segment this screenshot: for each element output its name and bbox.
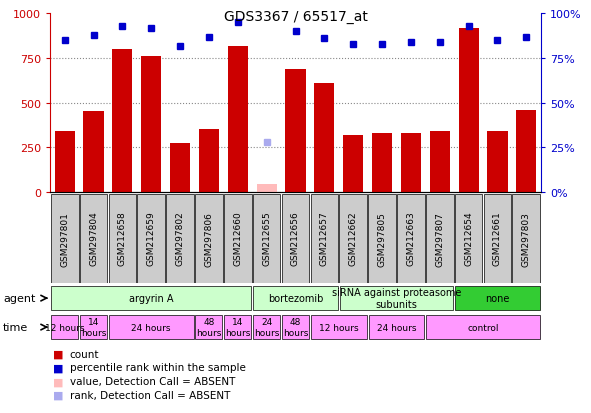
Text: 24 hours: 24 hours (131, 323, 171, 332)
Bar (112, 50, 132, 192)
Bar (224, 194, 252, 283)
Bar (488, 132, 508, 192)
Text: GSM212661: GSM212661 (493, 211, 502, 266)
Bar (195, 194, 223, 283)
Text: value, Detection Call = ABSENT: value, Detection Call = ABSENT (70, 376, 235, 386)
Bar (459, 28, 479, 192)
Bar (137, 194, 165, 283)
Text: GSM212656: GSM212656 (291, 211, 300, 266)
Bar (430, 132, 450, 192)
Text: GSM297804: GSM297804 (89, 211, 98, 266)
Text: GSM212655: GSM212655 (262, 211, 271, 266)
Bar (51, 286, 251, 311)
Text: GSM297805: GSM297805 (378, 211, 387, 266)
Bar (343, 135, 363, 192)
Bar (196, 315, 222, 339)
Text: rank, Detection Call = ABSENT: rank, Detection Call = ABSENT (70, 390, 230, 400)
Text: GSM297803: GSM297803 (522, 211, 531, 266)
Bar (253, 286, 338, 311)
Text: GSM212663: GSM212663 (407, 211, 415, 266)
Text: 14
hours: 14 hours (81, 318, 106, 337)
Text: none: none (485, 293, 509, 304)
Bar (253, 315, 280, 339)
Bar (369, 315, 424, 339)
Text: 24
hours: 24 hours (254, 318, 280, 337)
Bar (166, 194, 194, 283)
Bar (51, 194, 79, 283)
Text: agent: agent (3, 293, 35, 304)
Text: 24 hours: 24 hours (376, 323, 416, 332)
Text: GDS3367 / 65517_at: GDS3367 / 65517_at (223, 10, 368, 24)
Bar (483, 194, 511, 283)
Text: count: count (70, 349, 99, 359)
Text: GSM297807: GSM297807 (436, 211, 444, 266)
Text: GSM212659: GSM212659 (147, 211, 155, 266)
Bar (109, 194, 136, 283)
Bar (310, 194, 338, 283)
Bar (51, 315, 78, 339)
Bar (426, 194, 454, 283)
Text: 12 hours: 12 hours (319, 323, 359, 332)
Bar (54, 132, 75, 192)
Bar (83, 112, 103, 192)
Text: GSM297806: GSM297806 (204, 211, 213, 266)
Bar (253, 194, 281, 283)
Bar (228, 46, 248, 192)
Bar (426, 315, 540, 339)
Text: GSM212657: GSM212657 (320, 211, 329, 266)
Text: ■: ■ (53, 390, 64, 400)
Bar (282, 194, 309, 283)
Bar (224, 315, 251, 339)
Text: control: control (467, 323, 499, 332)
Bar (455, 286, 540, 311)
Text: GSM212654: GSM212654 (464, 211, 473, 266)
Bar (282, 315, 309, 339)
Text: bortezomib: bortezomib (268, 293, 323, 304)
Bar (170, 144, 190, 192)
Bar (80, 194, 108, 283)
Bar (199, 130, 219, 192)
Bar (256, 185, 277, 192)
Text: GSM212660: GSM212660 (233, 211, 242, 266)
Text: GSM297801: GSM297801 (60, 211, 69, 266)
Bar (311, 315, 367, 339)
Bar (401, 133, 421, 192)
Text: siRNA against proteasome
subunits: siRNA against proteasome subunits (332, 287, 461, 309)
Text: GSM212658: GSM212658 (118, 211, 127, 266)
Text: 48
hours: 48 hours (283, 318, 308, 337)
Text: 12 hours: 12 hours (45, 323, 85, 332)
Bar (516, 110, 537, 192)
Text: ■: ■ (53, 363, 64, 373)
Bar (455, 194, 482, 283)
Text: percentile rank within the sample: percentile rank within the sample (70, 363, 246, 373)
Text: 48
hours: 48 hours (196, 318, 222, 337)
Bar (368, 194, 396, 283)
Text: GSM297802: GSM297802 (176, 211, 184, 266)
Bar (285, 69, 306, 192)
Bar (340, 286, 453, 311)
Bar (141, 57, 161, 192)
Bar (339, 194, 367, 283)
Text: argyrin A: argyrin A (129, 293, 174, 304)
Text: GSM212662: GSM212662 (349, 211, 358, 266)
Text: time: time (3, 322, 28, 332)
Bar (397, 194, 425, 283)
Text: ■: ■ (53, 376, 64, 386)
Text: ■: ■ (53, 349, 64, 359)
Bar (109, 315, 194, 339)
Bar (512, 194, 540, 283)
Bar (372, 133, 392, 192)
Bar (314, 84, 335, 192)
Bar (80, 315, 107, 339)
Text: 14
hours: 14 hours (225, 318, 251, 337)
